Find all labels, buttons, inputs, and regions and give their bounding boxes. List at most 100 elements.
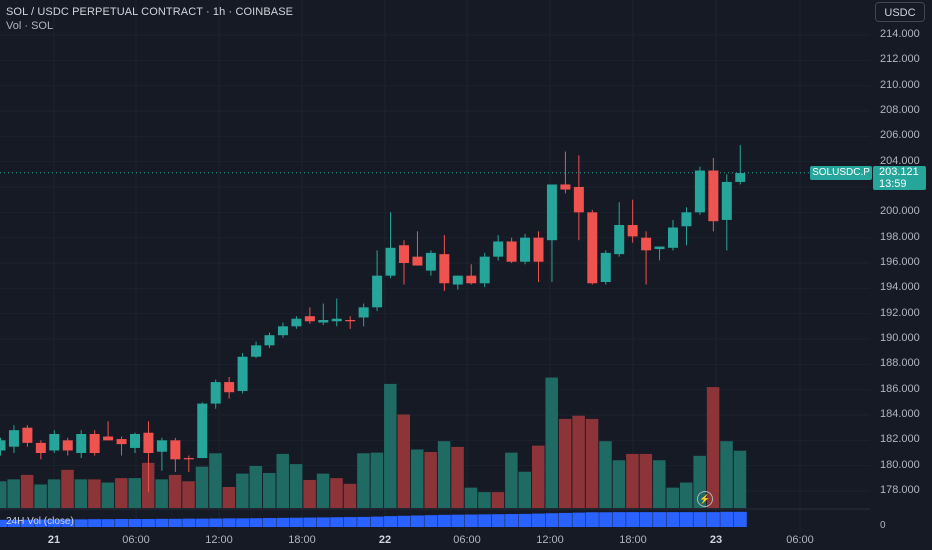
indicator-bar bbox=[451, 514, 465, 527]
candle-body bbox=[35, 442, 46, 453]
volume-bar bbox=[424, 452, 437, 508]
indicator-bar bbox=[733, 511, 747, 527]
volume-bar bbox=[343, 483, 357, 508]
time-axis[interactable]: 21 06:00 12:00 18:00 22 06:00 12:00 18:00 23 06:0… bbox=[0, 533, 870, 550]
candle-body bbox=[654, 246, 665, 250]
volume-bar bbox=[679, 482, 693, 508]
candle-body bbox=[493, 241, 504, 257]
indicator-bar bbox=[61, 519, 75, 527]
price-tick-label: 208.000 bbox=[880, 104, 920, 116]
indicator-bar bbox=[639, 512, 653, 527]
volume-bar bbox=[128, 478, 141, 508]
indicator-bar bbox=[0, 519, 7, 527]
candle-body bbox=[224, 382, 235, 393]
volume-bar bbox=[518, 471, 532, 508]
volume-bar bbox=[653, 460, 666, 508]
indicator-bar bbox=[478, 514, 492, 527]
time-tick-label: 06:00 bbox=[122, 534, 150, 546]
volume-bar bbox=[545, 377, 558, 508]
time-tick-label: 18:00 bbox=[288, 534, 316, 546]
volume-bar bbox=[289, 464, 303, 508]
volume-bar bbox=[155, 479, 168, 508]
time-tick-label: 21 bbox=[47, 534, 61, 546]
candle-body bbox=[183, 458, 194, 460]
indicator-bar bbox=[88, 519, 102, 527]
last-price-label: 203.121 13:59 bbox=[873, 166, 926, 190]
bar-countdown: 13:59 bbox=[879, 178, 907, 190]
indicator-bar bbox=[653, 512, 667, 527]
price-tick-label: 188.000 bbox=[880, 357, 920, 370]
symbol-title[interactable]: SOL / USDC PERPETUAL CONTRACT · 1h · COI… bbox=[6, 6, 294, 18]
volume-bar bbox=[168, 474, 182, 508]
price-tick-label: 210.000 bbox=[880, 78, 920, 91]
candle-body bbox=[277, 326, 288, 336]
time-tick-label: 12:00 bbox=[205, 534, 233, 546]
volume-bar bbox=[612, 460, 626, 508]
time-tick-label: 18:00 bbox=[619, 534, 647, 546]
candle-body bbox=[506, 241, 517, 262]
candle-body bbox=[62, 440, 73, 451]
candle-body bbox=[627, 225, 638, 237]
price-tick-label: 214.000 bbox=[880, 28, 920, 40]
candle-body bbox=[681, 212, 692, 227]
price-tick-label: 200.000 bbox=[880, 205, 920, 218]
indicator-legend[interactable]: 24H Vol (close) bbox=[6, 516, 74, 527]
indicator-bar bbox=[34, 519, 48, 527]
indicator-bar bbox=[182, 518, 196, 527]
indicator-bar bbox=[7, 519, 21, 527]
currency-button[interactable]: USDC bbox=[875, 2, 925, 22]
volume-bar bbox=[34, 484, 47, 508]
time-tick-label: 06:00 bbox=[786, 534, 814, 546]
indicator-bar bbox=[679, 512, 693, 527]
indicator-bar bbox=[384, 516, 398, 527]
candle-body bbox=[385, 247, 396, 276]
volume-legend[interactable]: Vol · SOL bbox=[6, 20, 54, 32]
volume-24h-indicator bbox=[0, 511, 747, 527]
indicator-bar bbox=[585, 512, 599, 527]
volume-bar bbox=[101, 482, 115, 508]
candle-body bbox=[614, 225, 625, 255]
volume-bar bbox=[303, 480, 316, 508]
indicator-bar bbox=[141, 519, 155, 527]
volume-bar bbox=[20, 474, 34, 508]
volume-bar bbox=[249, 466, 263, 508]
indicator-bar bbox=[128, 519, 142, 527]
volume-bar bbox=[410, 449, 424, 508]
price-axis[interactable]: 214.000 212.000 210.000 208.000 206.000 204.0… bbox=[870, 25, 932, 535]
candle-body bbox=[291, 318, 302, 327]
volume-bar bbox=[397, 414, 410, 508]
indicator-bar bbox=[74, 519, 88, 527]
volume-bar bbox=[7, 479, 20, 508]
indicator-bar bbox=[410, 515, 424, 527]
indicator-bar bbox=[357, 516, 371, 527]
candle-body bbox=[399, 245, 409, 263]
candle-body bbox=[466, 275, 477, 284]
volume-bars bbox=[0, 377, 747, 508]
volume-bar bbox=[236, 473, 249, 508]
candle-body bbox=[103, 436, 114, 441]
candle-body bbox=[694, 170, 705, 213]
volume-bar bbox=[491, 492, 505, 508]
indicator-bar bbox=[545, 513, 559, 527]
indicator-bar bbox=[47, 519, 61, 527]
volume-bar bbox=[263, 473, 276, 508]
indicator-bar bbox=[20, 519, 34, 527]
candle-body bbox=[0, 440, 6, 451]
volume-bar bbox=[115, 478, 128, 508]
candle-body bbox=[708, 170, 719, 222]
candle-body bbox=[170, 440, 181, 460]
candle-body bbox=[251, 345, 262, 357]
lightning-icon[interactable]: ⚡ bbox=[697, 491, 713, 507]
candle-body bbox=[358, 307, 369, 318]
volume-bar bbox=[384, 383, 397, 508]
volume-bar bbox=[437, 441, 451, 508]
volume-bar bbox=[88, 479, 101, 508]
price-tick-label: 198.000 bbox=[880, 230, 920, 243]
chart-canvas[interactable] bbox=[0, 0, 870, 533]
volume-bar bbox=[0, 481, 7, 508]
time-tick-label: 23 bbox=[709, 534, 723, 546]
volume-bar bbox=[558, 418, 572, 508]
candle-body bbox=[264, 335, 275, 346]
last-price-value: 203.121 bbox=[879, 166, 919, 178]
candle-body bbox=[318, 320, 329, 323]
